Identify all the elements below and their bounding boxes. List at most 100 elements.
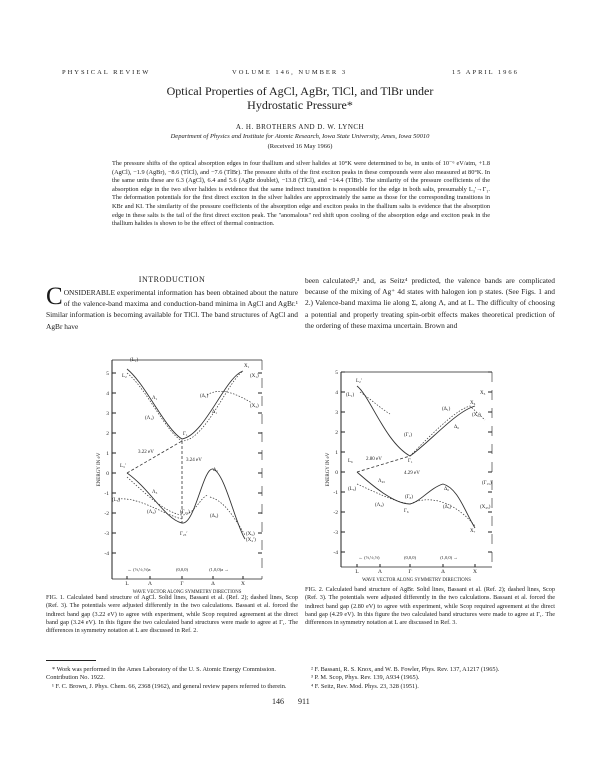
band-label: X₃	[480, 391, 486, 396]
k-point-label: Γ	[408, 569, 411, 575]
y-tick-label: -4	[104, 551, 109, 557]
footnote: ⁴ F. Seitz, Rev. Mod. Phys. 23, 328 (195…	[311, 682, 419, 690]
band-curve	[206, 391, 253, 404]
band-label: Δ₆	[444, 487, 449, 492]
footnote-divider	[46, 660, 96, 661]
band-label: Γ₁	[408, 459, 413, 464]
footnotes-left: * Work was performed in the Ames Laborat…	[46, 666, 298, 691]
x-axis-label: WAVE VECTOR ALONG SYMMETRY DIRECTIONS	[133, 590, 242, 595]
band-label: (L₃)	[112, 498, 120, 503]
journal-name: PHYSICAL REVIEW	[62, 69, 151, 76]
band-label: (Γ₁)	[404, 433, 412, 438]
band-label: (X₄′)	[246, 538, 256, 543]
band-label: L₆	[348, 459, 353, 464]
intro-left-column: C ONSIDERABLE experimental information ha…	[46, 283, 298, 332]
footnote: ¹ F. C. Brown, J. Phys. Chem. 66, 2368 (…	[52, 682, 287, 690]
band-label: 3.24 eV	[186, 458, 202, 463]
band-label: Δ₁	[212, 410, 217, 415]
k-point-label: Λ	[148, 581, 152, 587]
band-curve	[356, 483, 476, 527]
k-point-label: Δ	[441, 569, 445, 575]
band-curve	[126, 370, 244, 442]
y-tick-label: 5	[106, 371, 109, 377]
y-tick-label: -3	[333, 530, 338, 536]
y-tick-label: 5	[335, 370, 338, 376]
band-curve	[126, 468, 246, 540]
issue-date: 15 APRIL 1966	[452, 69, 519, 76]
band-label: X₆	[470, 401, 476, 406]
y-tick-label: -2	[333, 510, 338, 516]
k-point-label: X	[473, 569, 477, 575]
y-tick-label: 3	[106, 411, 109, 417]
footnote: ³ P. M. Scop, Phys. Rev. 139, A934 (1965…	[311, 674, 420, 682]
band-curve	[126, 368, 244, 440]
title-line-2: Hydrostatic Pressure*	[247, 98, 353, 112]
direction-label: (0,0,0)	[176, 567, 188, 573]
band-label: Γ₆	[404, 509, 409, 514]
direction-label: ← (½,½,½)a	[128, 567, 151, 573]
figure-2-plot: 5 4 3 2 1 0 -1 -2 -3 -4 ENERGY IN eV L Λ Γ Δ X ← (½,½,½)…	[326, 370, 493, 583]
figure-2-caption: FIG. 2. Calculated band structure of AgB…	[305, 586, 555, 627]
y-tick-label: -2	[104, 511, 109, 517]
k-point-label: L	[125, 581, 129, 587]
y-axis-label: ENERGY IN eV	[326, 452, 331, 486]
band-curve	[409, 405, 486, 457]
y-tick-label: 0	[335, 470, 338, 476]
y-tick-label: 2	[106, 431, 109, 437]
band-label: (L₃)	[348, 487, 356, 492]
footnote: * Work was performed in the Ames Laborat…	[46, 666, 276, 682]
band-label: 2.80 eV	[366, 457, 382, 462]
direction-label: (1,0,0)a →	[209, 567, 229, 573]
y-tick-label: 4	[335, 390, 338, 396]
y-tick-label: 1	[335, 450, 338, 456]
authors: A. H. BROTHERS AND D. W. LYNCH	[235, 123, 365, 131]
figure-1-caption: FIG. 1. Calculated band structure of AgC…	[46, 594, 298, 635]
drop-cap: C	[46, 283, 63, 310]
band-label: 3.22 eV	[138, 450, 154, 455]
band-label: L₃′	[120, 464, 126, 469]
figure-1-plot: 5 4 3 2 1 0 -1 -2 -3 -4 ENERGY IN eV L Λ Γ Δ X ← (½,½,½)…	[97, 358, 263, 595]
band-label: 4.29 eV	[404, 471, 420, 476]
band-curve	[359, 391, 391, 415]
y-tick-label: -4	[333, 550, 338, 556]
band-curve	[356, 471, 476, 529]
band-curve	[356, 385, 476, 457]
abstract: The pressure shifts of the optical absor…	[112, 160, 490, 228]
direction-label: (1,0,0) →	[440, 555, 458, 561]
band-label: X₇	[470, 529, 476, 534]
band-label: (Γ₁₅)	[482, 481, 492, 486]
page-number: 911	[298, 697, 310, 706]
band-label: Λ₁	[152, 396, 158, 401]
band-label: L₂′	[356, 379, 362, 384]
band-label: X₁	[244, 364, 250, 369]
band-label: (Δ₅)	[443, 505, 452, 510]
band-curve	[209, 496, 246, 536]
k-point-label: Λ	[378, 569, 382, 575]
y-tick-label: 2	[335, 430, 338, 436]
gap-line	[356, 455, 411, 473]
direction-label: (0,0,0)	[404, 555, 416, 561]
volume-page-number: 146	[272, 697, 284, 706]
received-date: (Received 16 May 1966)	[267, 143, 333, 150]
band-label: Δ₅	[213, 468, 218, 473]
band-label: (Δ₅)	[210, 514, 219, 519]
band-curve	[126, 476, 209, 516]
band-label: (X₃)	[250, 404, 259, 409]
k-point-label: L	[355, 569, 359, 575]
gap-line	[126, 440, 183, 474]
band-label: (Λ₃)	[375, 503, 384, 508]
band-label: Δ₆	[454, 425, 459, 430]
k-point-label: X	[241, 581, 245, 587]
intro-right-column: been calculated²,³ and, as Seitz⁴ predic…	[305, 276, 555, 330]
y-tick-label: 4	[106, 391, 109, 397]
title-line-1: Optical Properties of AgCl, AgBr, TlCl, …	[166, 84, 434, 98]
y-tick-label: 0	[106, 471, 109, 477]
footnote: ² F. Bassani, R. S. Knox, and W. B. Fowl…	[311, 666, 500, 673]
volume-number: VOLUME 146, NUMBER 3	[232, 69, 348, 76]
band-label: (Γ₁₅)	[180, 510, 190, 515]
band-label: Γ₂₅′	[180, 532, 187, 537]
direction-label: ← (½,½,½)	[359, 555, 380, 561]
band-label: (X₅)	[246, 532, 255, 537]
band-label: Γ₁	[183, 432, 188, 437]
